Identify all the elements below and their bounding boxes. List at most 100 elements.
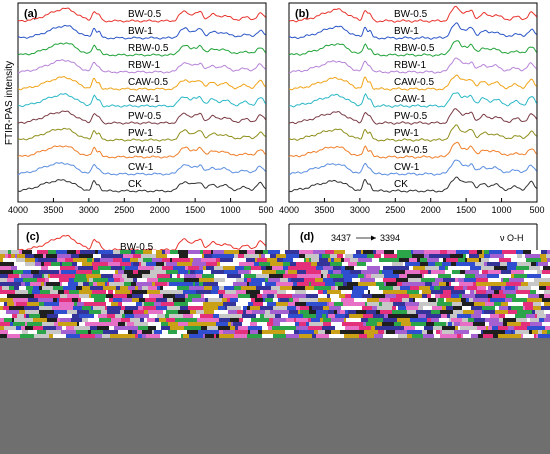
glitch-stripe	[534, 278, 545, 282]
glitch-stripe	[8, 274, 19, 278]
glitch-stripe	[133, 262, 139, 266]
glitch-stripe	[218, 306, 225, 310]
glitch-stripe	[265, 310, 270, 314]
glitch-stripe	[499, 258, 511, 262]
glitch-stripe	[418, 314, 426, 318]
glitch-stripe	[323, 274, 327, 278]
glitch-stripe	[170, 326, 184, 330]
glitch-stripe	[528, 282, 539, 286]
glitch-stripe	[88, 330, 91, 334]
glitch-stripe	[354, 266, 367, 270]
glitch-stripe	[54, 322, 58, 326]
glitch-stripe	[411, 322, 426, 326]
glitch-stripe	[512, 298, 527, 302]
glitch-stripe	[0, 282, 9, 286]
glitch-stripe	[331, 318, 344, 322]
glitch-stripe	[82, 318, 88, 322]
glitch-stripe	[325, 250, 334, 254]
glitch-stripe	[461, 334, 463, 338]
x-tick-label: 500	[529, 205, 544, 215]
glitch-stripe	[265, 278, 268, 282]
glitch-stripe	[443, 290, 451, 294]
glitch-stripe	[160, 286, 163, 290]
glitch-stripe	[219, 286, 224, 290]
glitch-stripe	[93, 254, 101, 258]
glitch-stripe	[386, 330, 395, 334]
glitch-stripe	[180, 274, 184, 278]
glitch-stripe	[107, 310, 109, 314]
glitch-stripe	[280, 322, 292, 326]
glitch-stripe	[254, 262, 259, 266]
glitch-stripe	[256, 274, 260, 278]
glitch-stripe	[475, 262, 478, 266]
glitch-stripe	[161, 302, 174, 306]
glitch-stripe	[134, 322, 148, 326]
glitch-stripe	[331, 258, 334, 262]
glitch-stripe	[315, 278, 323, 282]
glitch-stripe	[318, 290, 323, 294]
glitch-stripe	[287, 306, 296, 310]
glitch-stripe	[156, 254, 167, 258]
glitch-stripe	[188, 306, 203, 310]
glitch-stripe	[189, 334, 203, 338]
glitch-stripe	[290, 262, 296, 266]
glitch-stripe	[111, 278, 114, 282]
glitch-stripe	[318, 298, 331, 302]
glitch-stripe	[136, 302, 142, 306]
panel-a-x-ticks: 4000 3500 3000 2500 2000 1500 1000 500	[8, 198, 274, 215]
glitch-stripe	[531, 262, 536, 266]
glitch-stripe	[327, 290, 341, 294]
glitch-stripe	[334, 302, 343, 306]
glitch-stripe	[499, 290, 503, 294]
glitch-stripe	[100, 258, 113, 262]
glitch-stripe	[5, 254, 8, 258]
glitch-stripe	[376, 250, 384, 254]
glitch-stripe	[125, 306, 138, 310]
glitch-stripe	[403, 262, 405, 266]
glitch-stripe	[439, 258, 443, 262]
glitch-stripe	[344, 278, 352, 282]
glitch-stripe	[203, 270, 211, 274]
glitch-stripe	[89, 294, 91, 298]
glitch-stripe	[346, 318, 361, 322]
glitch-stripe	[46, 282, 60, 286]
glitch-stripe	[392, 310, 407, 314]
glitch-stripe	[21, 274, 33, 278]
glitch-stripe	[364, 290, 368, 294]
glitch-stripe	[348, 310, 356, 314]
glitch-stripe	[386, 282, 397, 286]
glitch-stripe	[144, 310, 148, 314]
glitch-stripe	[174, 302, 186, 306]
glitch-stripe	[256, 314, 260, 318]
glitch-stripe	[263, 302, 267, 306]
glitch-stripe	[385, 294, 396, 298]
glitch-stripe	[280, 298, 289, 302]
glitch-stripe	[223, 302, 236, 306]
glitch-stripe	[8, 250, 11, 254]
glitch-stripe	[24, 306, 37, 310]
glitch-stripe	[363, 250, 373, 254]
glitch-stripe	[465, 274, 475, 278]
glitch-stripe	[0, 306, 3, 310]
glitch-stripe	[309, 310, 316, 314]
glitch-stripe	[295, 290, 306, 294]
glitch-stripe	[523, 250, 531, 254]
glitch-stripe	[142, 330, 152, 334]
glitch-stripe	[203, 282, 218, 286]
glitch-stripe	[71, 318, 82, 322]
glitch-stripe	[458, 326, 460, 330]
glitch-stripe	[138, 306, 143, 310]
glitch-stripe	[71, 254, 79, 258]
label-rbw-1: RBW-1	[394, 60, 426, 71]
glitch-stripe	[7, 334, 20, 338]
glitch-stripe	[116, 326, 130, 330]
glitch-stripe	[508, 326, 514, 330]
glitch-stripe	[307, 274, 321, 278]
glitch-stripe	[239, 318, 243, 322]
glitch-stripe	[371, 326, 375, 330]
glitch-stripe	[443, 258, 446, 262]
glitch-stripe	[409, 298, 413, 302]
glitch-stripe	[230, 326, 235, 330]
glitch-stripe	[223, 294, 238, 298]
glitch-stripe	[17, 266, 27, 270]
